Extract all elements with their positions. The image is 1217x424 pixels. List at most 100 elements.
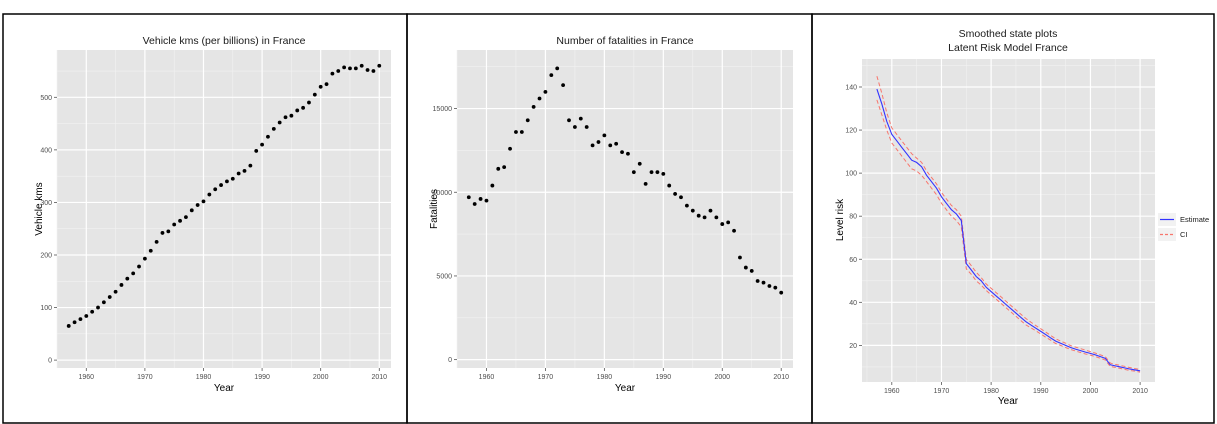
data-point — [178, 218, 182, 223]
chart-title: Smoothed state plots — [959, 28, 1058, 40]
data-point — [213, 187, 218, 192]
data-point — [277, 120, 282, 125]
data-point — [673, 192, 678, 196]
data-point — [720, 222, 725, 226]
data-point — [561, 83, 566, 88]
y-tick-label: 100 — [845, 171, 857, 178]
chart-fatalities: 1960 1970 1980 1990 2000 2010050001000015000 … — [429, 35, 793, 394]
x-tick-label: 1990 — [656, 374, 672, 381]
data-point — [514, 130, 518, 134]
data-point — [732, 228, 736, 233]
data-point — [254, 149, 259, 153]
data-point — [531, 105, 536, 109]
chart-subtitle: Latent Risk Model France — [948, 42, 1068, 54]
data-point — [330, 71, 335, 76]
data-point — [690, 208, 695, 213]
x-tick-label: 1980 — [983, 388, 999, 395]
legend: Estimate CI — [1158, 213, 1209, 241]
data-point — [230, 176, 235, 181]
x-tick-label: 1960 — [884, 388, 900, 395]
data-point — [655, 170, 660, 175]
y-tick-label: 80 — [849, 214, 857, 221]
data-point — [166, 229, 171, 234]
x-tick-label: 1960 — [479, 374, 495, 381]
data-point — [525, 118, 530, 123]
data-point — [342, 65, 347, 70]
y-tick-label: 120 — [845, 128, 857, 135]
y-tick-label: 15000 — [433, 106, 453, 113]
data-point — [107, 295, 112, 299]
data-point — [472, 202, 477, 206]
data-point — [189, 208, 194, 213]
data-point — [348, 66, 352, 71]
gridlines — [456, 50, 793, 368]
x-tick-label: 1970 — [934, 388, 950, 395]
data-point — [119, 283, 124, 287]
data-point — [779, 290, 784, 295]
data-point — [596, 140, 601, 144]
data-point — [307, 100, 311, 105]
gridlines — [862, 59, 1155, 382]
data-point — [219, 183, 223, 187]
plot-background — [862, 59, 1155, 382]
x-tick-label: 1960 — [79, 374, 95, 381]
data-point — [101, 300, 106, 305]
data-point — [72, 320, 77, 325]
x-tick-label: 2010 — [371, 374, 387, 381]
data-point — [738, 255, 742, 260]
y-tick-label: 5000 — [436, 273, 452, 280]
panel-frame-3 — [811, 13, 1215, 424]
data-point — [242, 168, 247, 173]
y-axis-title: Vehicle kms — [34, 182, 45, 235]
data-point — [496, 166, 501, 171]
data-point — [755, 279, 760, 283]
x-tick-label: 1970 — [538, 374, 554, 381]
data-point — [708, 208, 713, 213]
data-point — [78, 317, 83, 322]
data-point — [631, 170, 636, 175]
legend-label-estimate: Estimate — [1180, 215, 1209, 224]
data-point — [519, 130, 524, 134]
estimate-line — [876, 88, 1141, 372]
data-point — [608, 143, 613, 148]
x-axis-title: Year — [615, 383, 636, 394]
y-tick-label: 0 — [448, 357, 452, 364]
data-point — [318, 84, 323, 89]
data-point — [767, 284, 772, 288]
data-point — [743, 265, 748, 270]
data-point — [154, 239, 159, 244]
data-point — [773, 285, 778, 290]
data-point — [225, 179, 229, 184]
data-point — [260, 142, 264, 147]
data-point — [184, 215, 188, 220]
data-point — [160, 231, 165, 235]
data-point — [66, 324, 71, 328]
data-point — [749, 269, 754, 273]
data-point — [90, 309, 95, 314]
chart-title: Number of fatalities in France — [556, 35, 693, 47]
data-point — [172, 222, 177, 227]
data-point — [359, 63, 364, 68]
data-point — [142, 256, 147, 261]
y-axis-title: Fatalities — [429, 189, 440, 229]
y-tick-label: 100 — [40, 305, 52, 312]
y-tick-label: 0 — [48, 358, 52, 365]
data-point — [508, 146, 512, 151]
data-point — [667, 183, 672, 188]
y-tick-label: 300 — [40, 200, 52, 207]
y-tick-label: 40 — [849, 300, 857, 307]
data-point — [555, 66, 560, 71]
x-axis-title: Year — [214, 383, 235, 394]
data-point — [549, 73, 554, 78]
data-point — [195, 203, 200, 207]
data-point — [484, 198, 489, 203]
data-point — [637, 161, 642, 166]
data-points — [66, 63, 382, 328]
data-point — [324, 82, 329, 87]
data-points — [466, 66, 784, 295]
data-point — [248, 163, 253, 168]
x-tick-label: 2000 — [313, 374, 329, 381]
x-axis-title: Year — [998, 396, 1019, 407]
y-tick-label: 140 — [845, 84, 857, 91]
